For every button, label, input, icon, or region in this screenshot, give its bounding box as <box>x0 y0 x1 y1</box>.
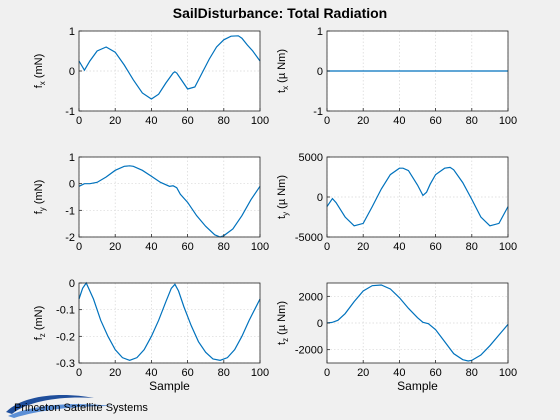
series-line <box>78 165 261 238</box>
x-tick-label: 100 <box>251 367 269 379</box>
x-tick-label: 80 <box>218 241 230 253</box>
x-tick-label: 80 <box>218 115 230 127</box>
x-tick-label: 60 <box>429 367 441 379</box>
y-tick-label: 0 <box>317 66 323 78</box>
x-tick-label: 60 <box>429 115 441 127</box>
plot-area <box>327 283 508 363</box>
x-tick-label: 80 <box>466 115 478 127</box>
x-tick-label: 40 <box>145 115 157 127</box>
y-tick-label: -1 <box>65 106 75 118</box>
x-tick-label: 60 <box>181 241 193 253</box>
x-tick-label: 20 <box>109 367 121 379</box>
x-tick-label: 100 <box>251 241 269 253</box>
y-tick-label: -0.3 <box>56 358 75 370</box>
y-tick-label: 0 <box>317 192 323 204</box>
x-tick-label: 20 <box>357 367 369 379</box>
y-axis-label: fx (mN) <box>33 54 47 89</box>
x-tick-label: 60 <box>181 115 193 127</box>
x-tick-label: 0 <box>76 241 82 253</box>
plot-area <box>79 283 260 363</box>
y-tick-label: 1 <box>69 152 75 164</box>
x-tick-label: 0 <box>76 367 82 379</box>
x-axis-label: Sample <box>397 379 438 393</box>
x-tick-label: 20 <box>357 241 369 253</box>
x-tick-label: 80 <box>466 367 478 379</box>
series-line <box>326 284 509 362</box>
x-tick-label: 60 <box>429 241 441 253</box>
logo-icon <box>6 394 114 418</box>
x-tick-label: 0 <box>324 115 330 127</box>
y-tick-label: 0 <box>69 66 75 78</box>
x-tick-label: 40 <box>145 367 157 379</box>
x-tick-label: 80 <box>466 241 478 253</box>
x-tick-label: 40 <box>393 241 405 253</box>
y-tick-label: 0 <box>317 318 323 330</box>
y-tick-label: 2000 <box>299 291 323 303</box>
y-tick-label: 0 <box>69 278 75 290</box>
x-tick-label: 40 <box>393 115 405 127</box>
y-tick-label: -2000 <box>295 345 323 357</box>
y-tick-label: -0.1 <box>56 305 75 317</box>
series-line <box>78 281 261 361</box>
logo-text: Princeton Satellite Systems <box>14 402 148 414</box>
axes-box <box>78 156 261 238</box>
x-tick-label: 0 <box>324 241 330 253</box>
plot-area <box>79 157 260 237</box>
x-tick-label: 0 <box>324 367 330 379</box>
y-tick-label: 5000 <box>299 152 323 164</box>
plot-area <box>79 31 260 111</box>
y-axis-label: fz (mN) <box>33 306 47 341</box>
y-tick-label: 0 <box>69 179 75 191</box>
axes-box <box>78 282 261 364</box>
y-axis-label: tz (µ Nm) <box>276 301 290 345</box>
y-axis-label: ty (µ Nm) <box>276 175 290 219</box>
y-tick-label: -1 <box>313 106 323 118</box>
x-tick-label: 100 <box>499 367 517 379</box>
y-axis-label: tx (µ Nm) <box>276 49 290 93</box>
y-tick-label: 1 <box>317 26 323 38</box>
figure-title: SailDisturbance: Total Radiation <box>172 5 388 21</box>
x-tick-label: 20 <box>357 115 369 127</box>
y-tick-label: -2 <box>65 232 75 244</box>
series-line <box>78 35 261 100</box>
x-tick-label: 100 <box>499 115 517 127</box>
y-tick-label: -5000 <box>295 232 323 244</box>
x-tick-label: 80 <box>218 367 230 379</box>
y-tick-label: -0.2 <box>56 331 75 343</box>
x-axis-label: Sample <box>149 379 190 393</box>
x-tick-label: 60 <box>181 367 193 379</box>
x-tick-label: 100 <box>251 115 269 127</box>
x-tick-label: 100 <box>499 241 517 253</box>
x-tick-label: 0 <box>76 115 82 127</box>
x-tick-label: 40 <box>393 367 405 379</box>
x-tick-label: 40 <box>145 241 157 253</box>
y-tick-label: 1 <box>69 26 75 38</box>
series-line <box>326 166 509 227</box>
y-tick-label: -1 <box>65 205 75 217</box>
y-axis-label: fy (mN) <box>33 180 47 215</box>
x-tick-label: 20 <box>109 115 121 127</box>
x-tick-label: 20 <box>109 241 121 253</box>
